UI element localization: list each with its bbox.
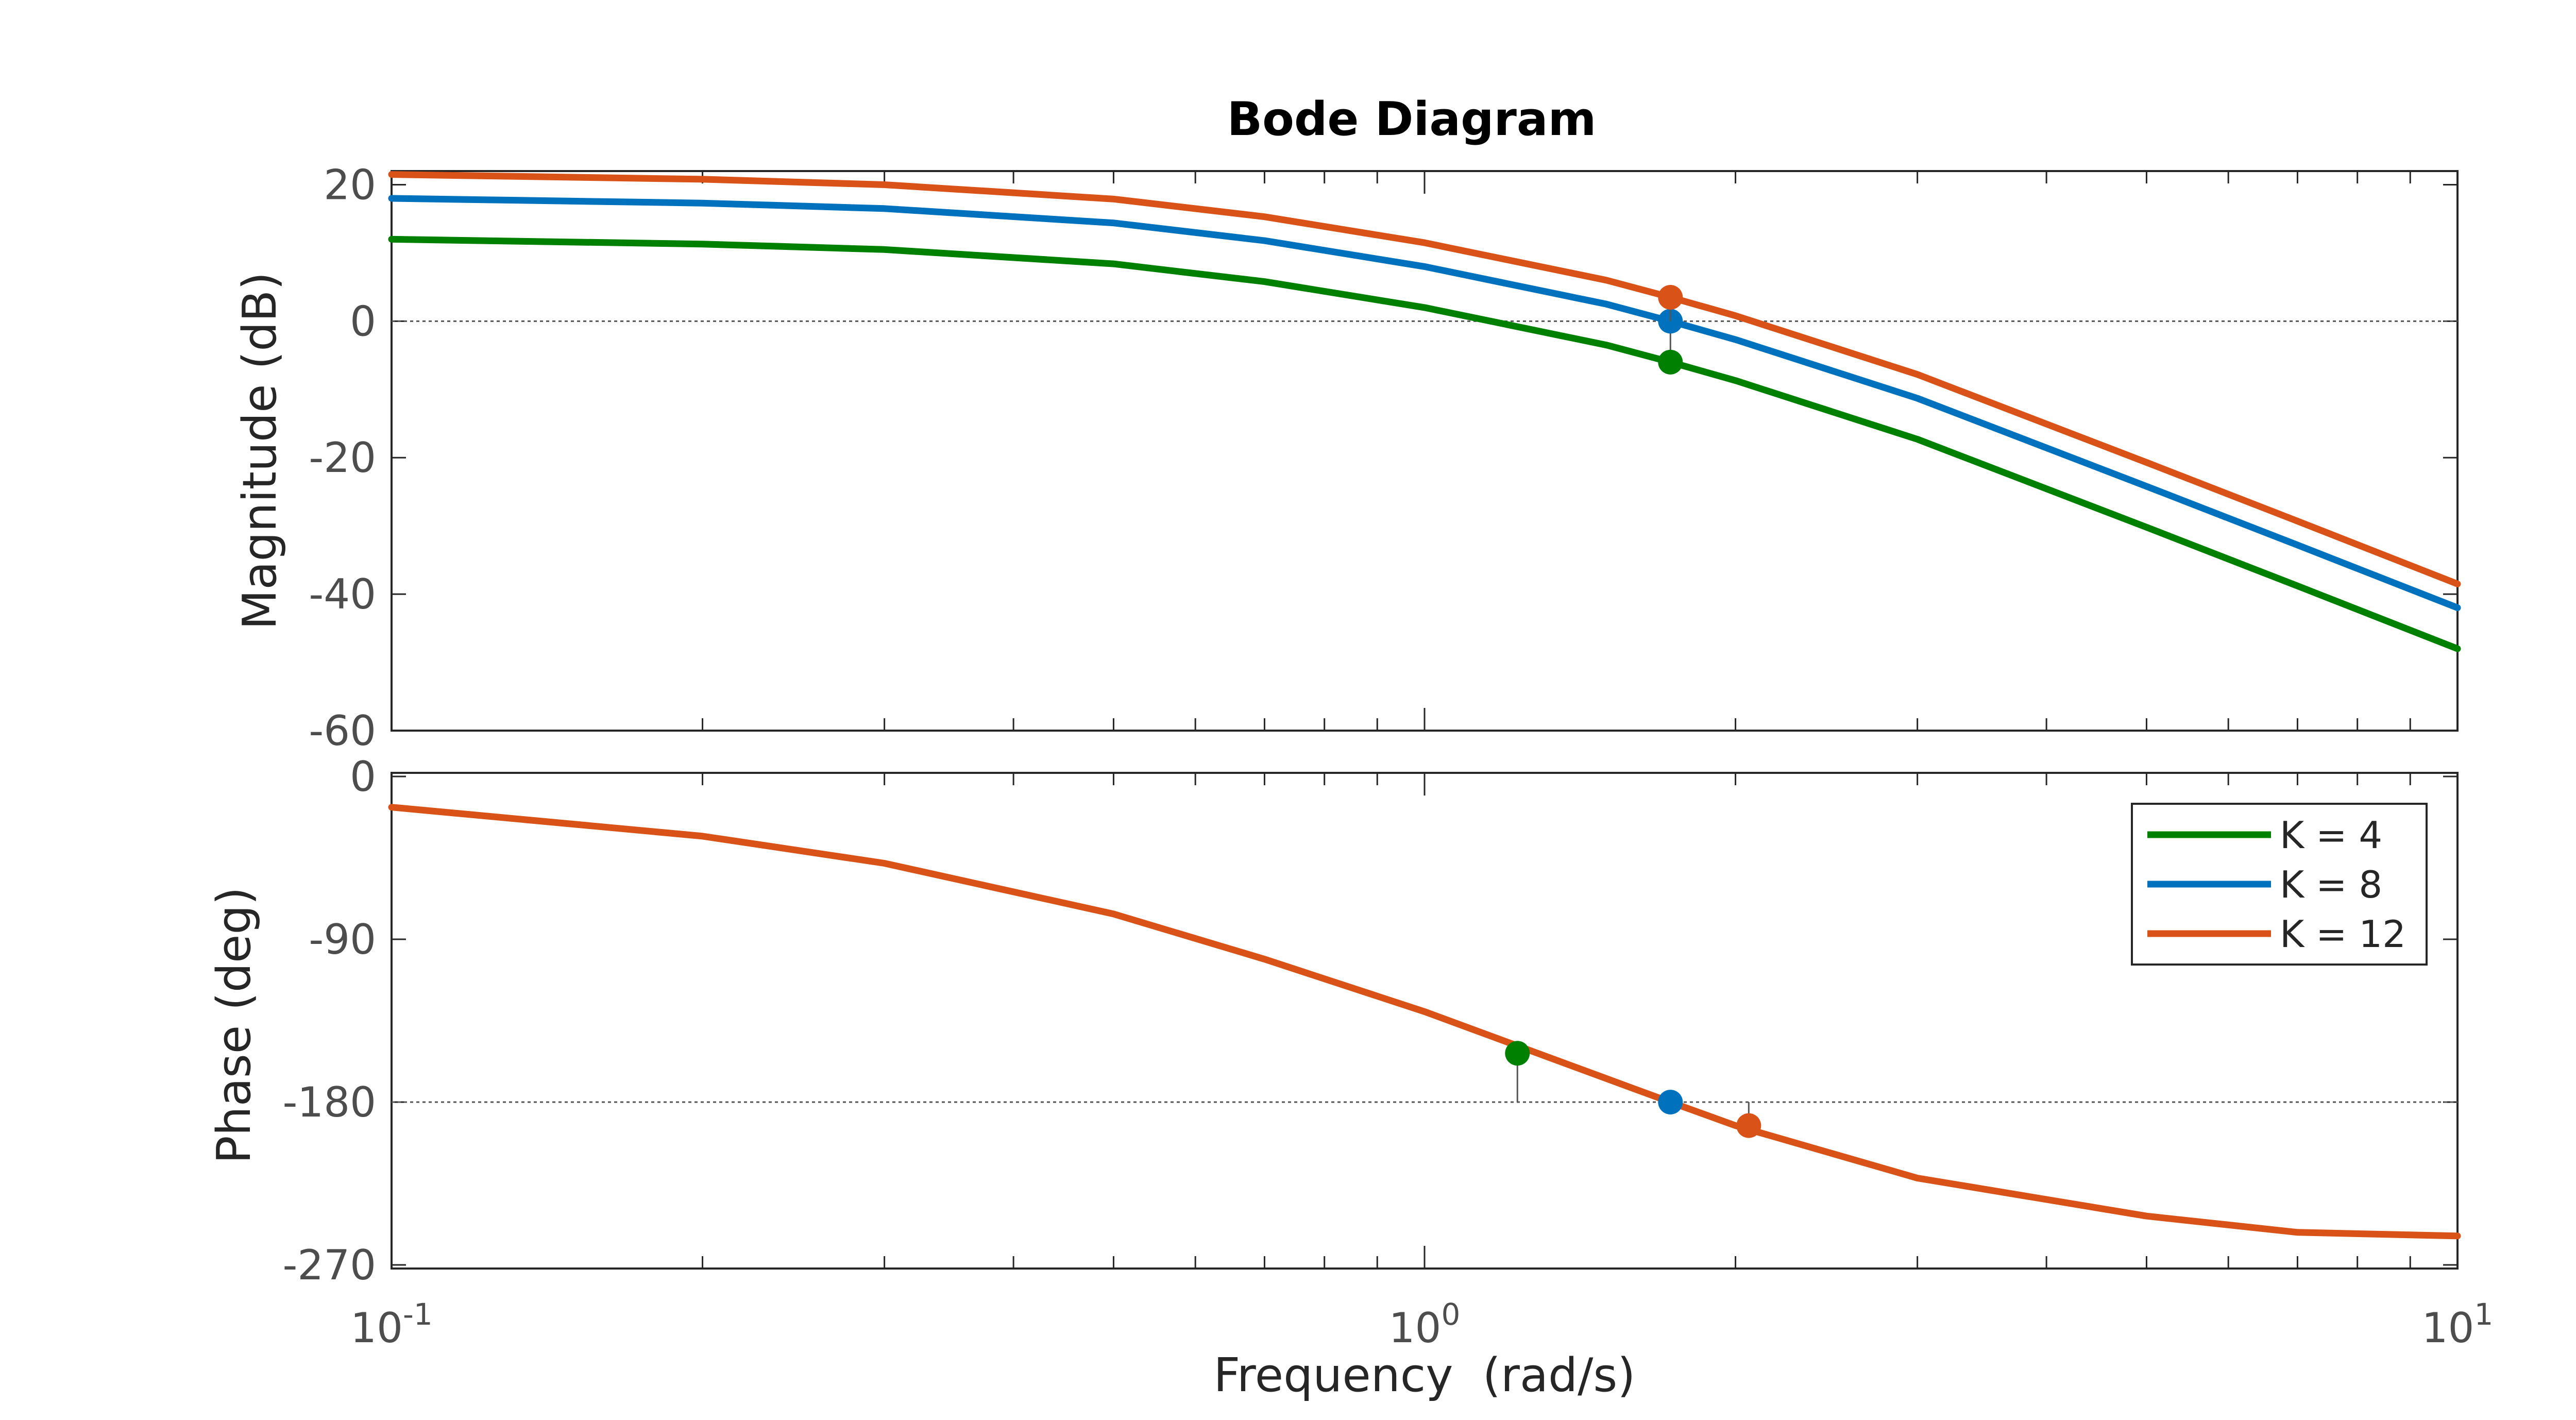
series-line-k-8 — [388, 195, 2461, 612]
marker-point — [1658, 285, 1683, 310]
magnitude-y-ticks: 20 0 -20 -40 -60 — [309, 161, 2458, 755]
y-tick-label: 20 — [324, 161, 376, 209]
y-tick-label: -20 — [309, 434, 376, 482]
series-line-k-12 — [388, 804, 2461, 1240]
x-axis-label: Frequency (rad/s) — [1214, 1348, 1636, 1402]
y-tick-label: 0 — [350, 753, 376, 801]
legend-entries: K = 4 K = 8 K = 12 — [2147, 814, 2406, 956]
legend: K = 4 K = 8 K = 12 — [2131, 803, 2428, 966]
y-tick-label: 0 — [350, 297, 376, 345]
x-tick-label: 100 — [1389, 1297, 1461, 1352]
legend-label: K = 8 — [2280, 863, 2382, 906]
x-tick-label: 101 — [2422, 1297, 2494, 1352]
x-tick-label: 10-1 — [350, 1297, 433, 1352]
legend-label: K = 12 — [2280, 912, 2406, 956]
legend-label: K = 4 — [2280, 814, 2382, 857]
marker-point — [1658, 1089, 1683, 1114]
y-tick-label: -60 — [309, 707, 376, 755]
magnitude-axis-label: Magnitude (dB) — [233, 272, 287, 630]
chart-title: Bode Diagram — [1227, 92, 1597, 146]
magnitude-series — [388, 171, 2461, 652]
phase-panel: 0 -90 -180 -270 Phase (deg) — [207, 753, 2461, 1289]
series-line-k-4 — [388, 235, 2461, 652]
y-tick-label: -270 — [282, 1241, 376, 1289]
x-tick-labels: 10-1 100 101 — [350, 1297, 2493, 1352]
magnitude-panel: 20 0 -20 -40 -60 Magnitude (dB) — [233, 161, 2461, 755]
y-tick-label: -180 — [282, 1078, 376, 1126]
magnitude-plot-area — [391, 170, 2459, 732]
y-tick-label: -90 — [309, 916, 376, 963]
phase-y-ticks: 0 -90 -180 -270 — [282, 753, 2458, 1289]
phase-markers — [1505, 1041, 1761, 1138]
marker-point — [1658, 349, 1683, 375]
phase-series — [388, 804, 2461, 1240]
marker-point — [1736, 1113, 1761, 1138]
magnitude-markers — [1658, 285, 1683, 375]
marker-point — [1505, 1041, 1530, 1066]
phase-x-ticks — [391, 773, 2459, 1269]
series-line-k-12 — [388, 171, 2461, 587]
y-tick-label: -40 — [309, 570, 376, 618]
phase-axis-label: Phase (deg) — [207, 887, 261, 1163]
